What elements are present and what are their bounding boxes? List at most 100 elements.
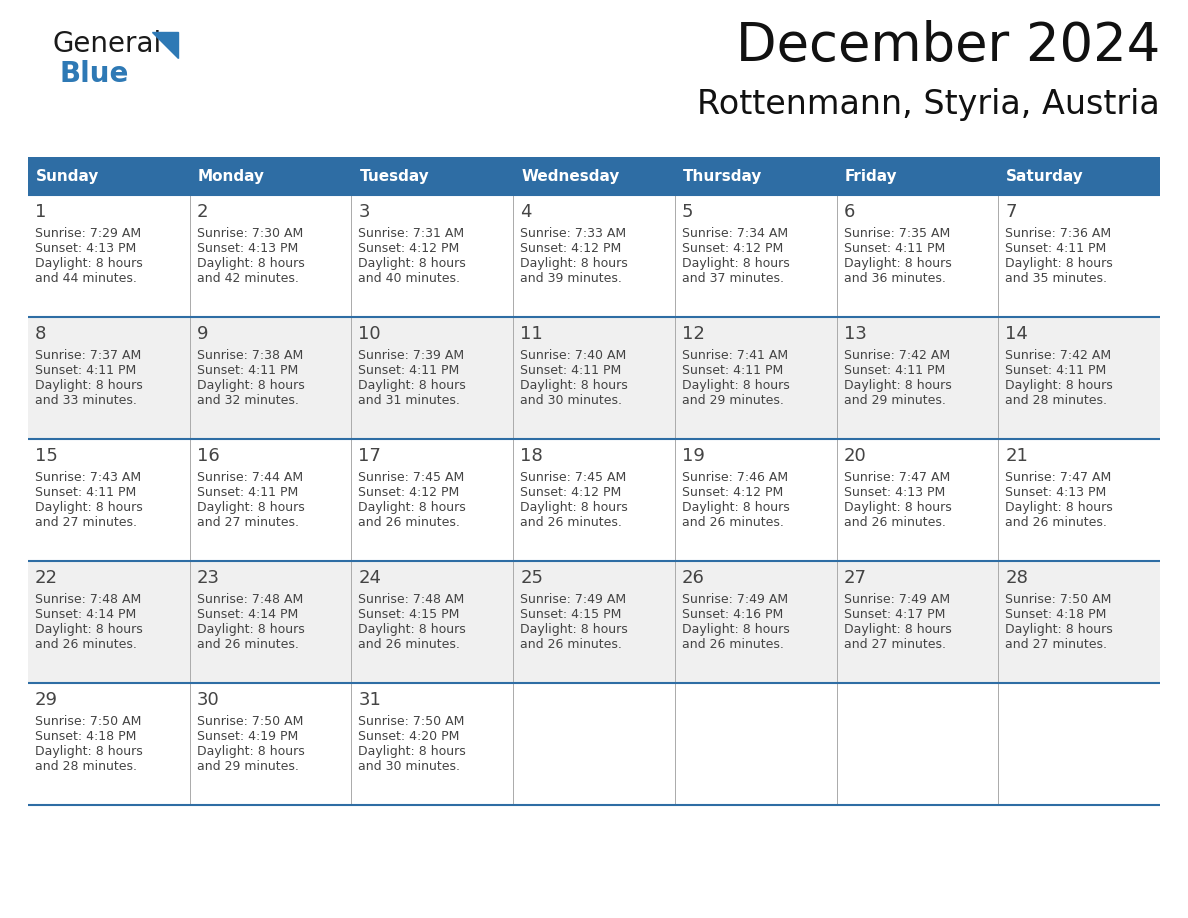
Text: and 29 minutes.: and 29 minutes. (843, 394, 946, 407)
Text: General: General (52, 30, 162, 58)
Text: Sunrise: 7:48 AM: Sunrise: 7:48 AM (197, 593, 303, 606)
Text: Sunrise: 7:45 AM: Sunrise: 7:45 AM (520, 471, 626, 484)
Text: 28: 28 (1005, 569, 1028, 587)
Text: Sunrise: 7:40 AM: Sunrise: 7:40 AM (520, 349, 626, 362)
Text: Sunrise: 7:35 AM: Sunrise: 7:35 AM (843, 227, 950, 240)
Text: Sunrise: 7:42 AM: Sunrise: 7:42 AM (1005, 349, 1112, 362)
Text: and 27 minutes.: and 27 minutes. (1005, 638, 1107, 651)
Text: Sunset: 4:17 PM: Sunset: 4:17 PM (843, 608, 944, 621)
Text: Sunrise: 7:33 AM: Sunrise: 7:33 AM (520, 227, 626, 240)
Text: Sunset: 4:15 PM: Sunset: 4:15 PM (520, 608, 621, 621)
Text: Sunset: 4:13 PM: Sunset: 4:13 PM (34, 242, 137, 255)
Text: 18: 18 (520, 447, 543, 465)
Text: Sunday: Sunday (36, 169, 100, 184)
Text: 1: 1 (34, 203, 46, 221)
Text: 23: 23 (197, 569, 220, 587)
Text: Sunset: 4:19 PM: Sunset: 4:19 PM (197, 730, 298, 743)
Text: Sunset: 4:12 PM: Sunset: 4:12 PM (682, 242, 783, 255)
Text: Sunset: 4:11 PM: Sunset: 4:11 PM (197, 364, 298, 377)
Text: 7: 7 (1005, 203, 1017, 221)
Text: Sunrise: 7:50 AM: Sunrise: 7:50 AM (359, 715, 465, 728)
Text: Sunrise: 7:42 AM: Sunrise: 7:42 AM (843, 349, 949, 362)
Text: Sunrise: 7:31 AM: Sunrise: 7:31 AM (359, 227, 465, 240)
Text: Sunrise: 7:48 AM: Sunrise: 7:48 AM (359, 593, 465, 606)
Text: 13: 13 (843, 325, 866, 343)
Text: Sunrise: 7:38 AM: Sunrise: 7:38 AM (197, 349, 303, 362)
Text: Sunset: 4:13 PM: Sunset: 4:13 PM (843, 486, 944, 499)
Text: Sunset: 4:12 PM: Sunset: 4:12 PM (359, 242, 460, 255)
Text: and 35 minutes.: and 35 minutes. (1005, 272, 1107, 285)
Text: 4: 4 (520, 203, 532, 221)
Text: and 26 minutes.: and 26 minutes. (682, 638, 784, 651)
Text: Sunset: 4:12 PM: Sunset: 4:12 PM (520, 242, 621, 255)
Text: Sunrise: 7:50 AM: Sunrise: 7:50 AM (34, 715, 141, 728)
Text: 2: 2 (197, 203, 208, 221)
Text: Sunset: 4:11 PM: Sunset: 4:11 PM (843, 242, 944, 255)
Text: Wednesday: Wednesday (522, 169, 619, 184)
Text: and 26 minutes.: and 26 minutes. (520, 638, 623, 651)
Text: Sunrise: 7:50 AM: Sunrise: 7:50 AM (197, 715, 303, 728)
Text: Sunset: 4:14 PM: Sunset: 4:14 PM (34, 608, 137, 621)
Text: 11: 11 (520, 325, 543, 343)
Text: Daylight: 8 hours: Daylight: 8 hours (197, 745, 304, 758)
Text: Sunrise: 7:47 AM: Sunrise: 7:47 AM (843, 471, 950, 484)
Text: Daylight: 8 hours: Daylight: 8 hours (359, 501, 466, 514)
Text: Daylight: 8 hours: Daylight: 8 hours (197, 379, 304, 392)
Text: Daylight: 8 hours: Daylight: 8 hours (520, 257, 628, 270)
Text: Daylight: 8 hours: Daylight: 8 hours (359, 257, 466, 270)
Text: Sunrise: 7:46 AM: Sunrise: 7:46 AM (682, 471, 788, 484)
Text: and 27 minutes.: and 27 minutes. (34, 516, 137, 529)
Text: 10: 10 (359, 325, 381, 343)
Text: Sunrise: 7:41 AM: Sunrise: 7:41 AM (682, 349, 788, 362)
Text: and 32 minutes.: and 32 minutes. (197, 394, 298, 407)
Text: Daylight: 8 hours: Daylight: 8 hours (34, 623, 143, 636)
Text: 21: 21 (1005, 447, 1028, 465)
Text: 26: 26 (682, 569, 704, 587)
Text: Daylight: 8 hours: Daylight: 8 hours (843, 257, 952, 270)
Text: 20: 20 (843, 447, 866, 465)
Text: Sunset: 4:18 PM: Sunset: 4:18 PM (34, 730, 137, 743)
Text: and 27 minutes.: and 27 minutes. (197, 516, 298, 529)
Text: Tuesday: Tuesday (360, 169, 429, 184)
Text: December 2024: December 2024 (735, 20, 1159, 72)
Text: Sunrise: 7:36 AM: Sunrise: 7:36 AM (1005, 227, 1112, 240)
Text: Daylight: 8 hours: Daylight: 8 hours (520, 501, 628, 514)
Text: Thursday: Thursday (683, 169, 763, 184)
Text: Sunset: 4:11 PM: Sunset: 4:11 PM (34, 486, 137, 499)
Text: and 42 minutes.: and 42 minutes. (197, 272, 298, 285)
Text: Sunset: 4:11 PM: Sunset: 4:11 PM (520, 364, 621, 377)
Bar (29, 317, 1159, 439)
Bar (29, 195, 1159, 317)
Text: and 40 minutes.: and 40 minutes. (359, 272, 461, 285)
Bar (29, 683, 1159, 805)
Text: Sunrise: 7:43 AM: Sunrise: 7:43 AM (34, 471, 141, 484)
Bar (29, 561, 1159, 683)
Text: Daylight: 8 hours: Daylight: 8 hours (1005, 623, 1113, 636)
Text: Daylight: 8 hours: Daylight: 8 hours (520, 623, 628, 636)
Text: Sunrise: 7:39 AM: Sunrise: 7:39 AM (359, 349, 465, 362)
Text: Sunset: 4:18 PM: Sunset: 4:18 PM (1005, 608, 1107, 621)
Text: Sunrise: 7:29 AM: Sunrise: 7:29 AM (34, 227, 141, 240)
Text: and 30 minutes.: and 30 minutes. (359, 760, 461, 773)
Text: Sunset: 4:16 PM: Sunset: 4:16 PM (682, 608, 783, 621)
Text: Daylight: 8 hours: Daylight: 8 hours (843, 379, 952, 392)
Text: and 26 minutes.: and 26 minutes. (359, 516, 460, 529)
Text: Daylight: 8 hours: Daylight: 8 hours (197, 501, 304, 514)
Text: Daylight: 8 hours: Daylight: 8 hours (843, 623, 952, 636)
Text: Sunset: 4:11 PM: Sunset: 4:11 PM (1005, 364, 1106, 377)
Text: 19: 19 (682, 447, 704, 465)
Text: and 26 minutes.: and 26 minutes. (359, 638, 460, 651)
Text: 22: 22 (34, 569, 58, 587)
Text: Daylight: 8 hours: Daylight: 8 hours (843, 501, 952, 514)
Text: and 37 minutes.: and 37 minutes. (682, 272, 784, 285)
Text: and 44 minutes.: and 44 minutes. (34, 272, 137, 285)
Text: and 36 minutes.: and 36 minutes. (843, 272, 946, 285)
Text: and 39 minutes.: and 39 minutes. (520, 272, 623, 285)
Bar (29, 157, 1159, 195)
Text: 29: 29 (34, 691, 58, 709)
Text: and 26 minutes.: and 26 minutes. (843, 516, 946, 529)
Text: Sunrise: 7:34 AM: Sunrise: 7:34 AM (682, 227, 788, 240)
Text: Sunrise: 7:44 AM: Sunrise: 7:44 AM (197, 471, 303, 484)
Text: Sunset: 4:11 PM: Sunset: 4:11 PM (197, 486, 298, 499)
Text: 3: 3 (359, 203, 369, 221)
